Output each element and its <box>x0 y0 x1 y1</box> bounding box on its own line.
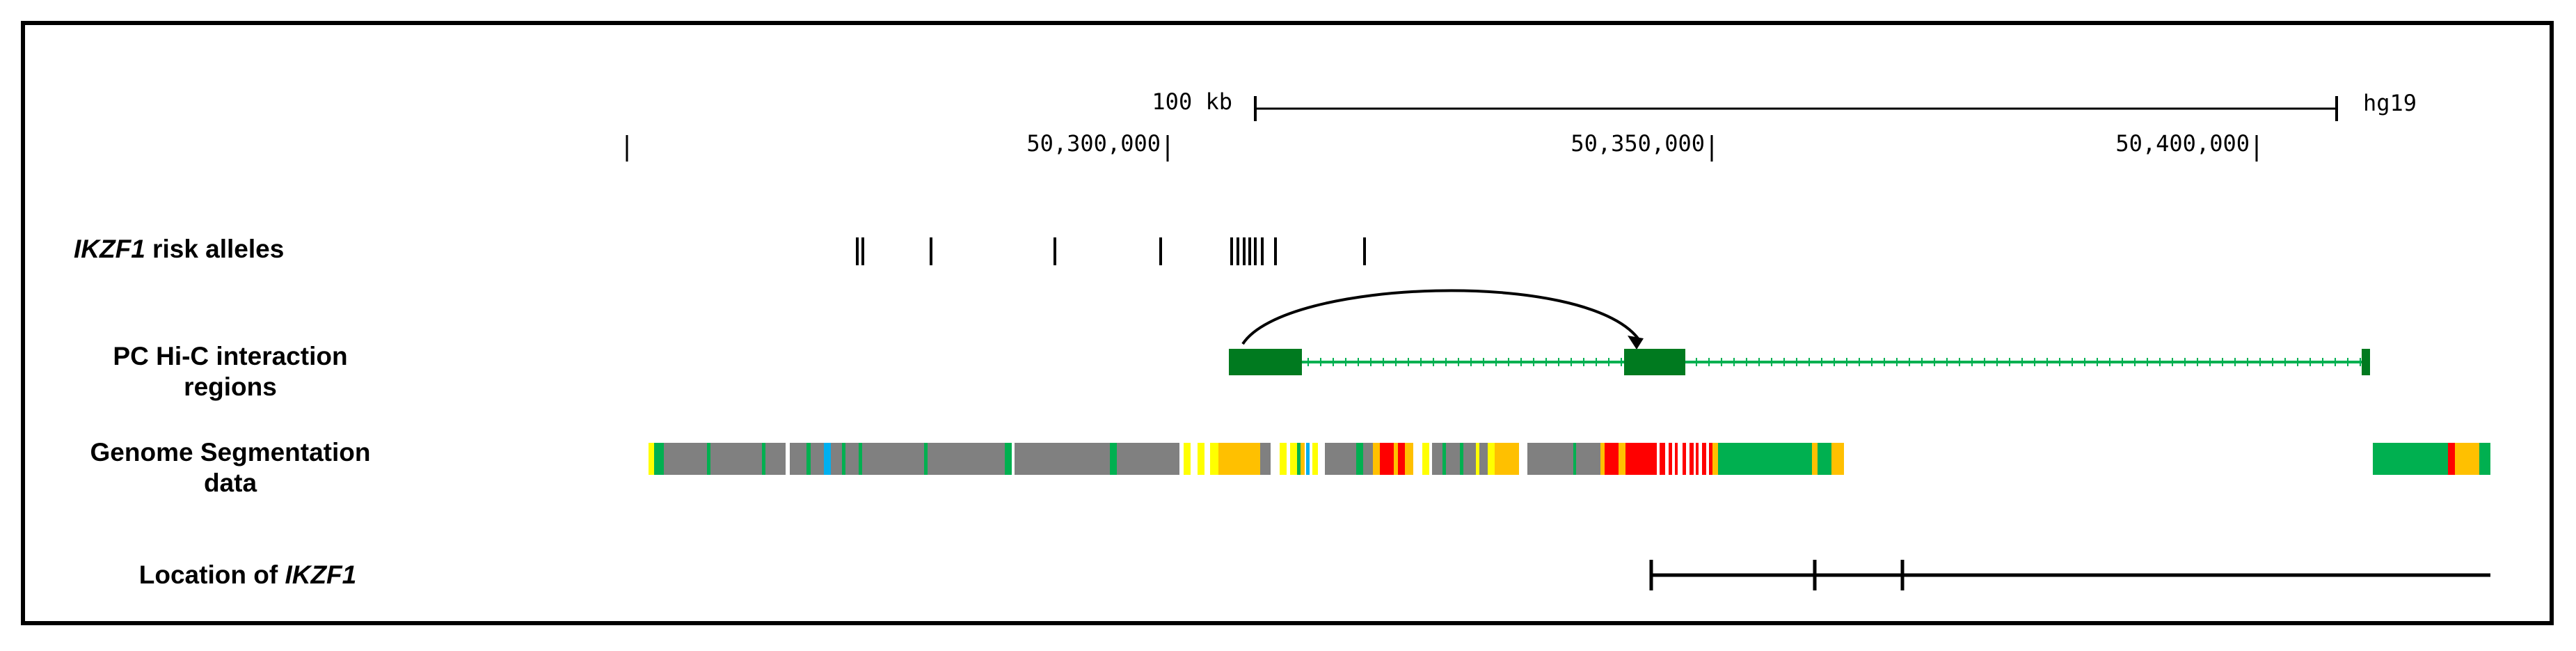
segment <box>1600 443 1605 475</box>
hic-region-2 <box>1624 349 1685 375</box>
segmentation-label-line1: Genome Segmentation <box>90 438 371 466</box>
segment <box>1405 443 1413 475</box>
gene-location-label: Location of IKZF1 <box>53 560 443 590</box>
segment <box>1818 443 1831 475</box>
segment <box>664 443 786 475</box>
segment <box>1198 443 1204 475</box>
gene-location-label-gene: IKZF1 <box>285 560 357 589</box>
segment <box>1356 443 1363 475</box>
segment <box>1605 443 1619 475</box>
segment <box>654 443 664 475</box>
segment <box>1812 443 1818 475</box>
hic-label-line1: PC Hi-C interaction <box>113 342 348 370</box>
segment <box>1718 443 1812 475</box>
segment <box>1312 443 1318 475</box>
segment <box>1373 443 1380 475</box>
segment <box>806 443 811 475</box>
segment <box>1479 443 1488 475</box>
segment <box>1306 443 1310 475</box>
segment <box>1210 443 1218 475</box>
segment <box>859 443 862 475</box>
segment <box>1422 443 1429 475</box>
segment <box>924 443 928 475</box>
segment <box>1432 443 1442 475</box>
hic-label: PC Hi-C interaction regions <box>53 341 408 402</box>
figure-frame: 100 kb hg19 50,300,000 50,350,000 50,400… <box>21 21 2554 625</box>
segment <box>1290 443 1297 475</box>
assembly-label: hg19 <box>2363 90 2417 116</box>
position-label-1: 50,300,000 <box>1026 130 1161 157</box>
segment <box>649 443 654 475</box>
segment <box>1709 443 1712 475</box>
risk-alleles-label-text: risk alleles <box>145 235 285 263</box>
segment <box>1363 443 1373 475</box>
risk-alleles-label-gene: IKZF1 <box>74 235 145 263</box>
segment <box>1527 443 1600 475</box>
segment <box>1179 443 1184 475</box>
segmentation-label: Genome Segmentation data <box>53 437 408 499</box>
hic-interaction-track <box>1229 289 2370 375</box>
segment <box>2448 443 2455 475</box>
segment <box>1669 443 1672 475</box>
segment <box>1519 443 1527 475</box>
segment <box>1005 443 1012 475</box>
scale-label: 100 kb <box>1152 88 1232 115</box>
segment <box>1625 443 1657 475</box>
segment <box>1831 443 1844 475</box>
gene-location-label-text: Location of <box>138 560 285 589</box>
gene-location-track <box>1649 560 2490 590</box>
segment <box>1488 443 1495 475</box>
ruler: 100 kb hg19 50,300,000 50,350,000 50,400… <box>626 88 2417 162</box>
segment <box>1325 443 1356 475</box>
segment <box>1442 443 1446 475</box>
interaction-arrowhead <box>1628 336 1644 350</box>
segment <box>1110 443 1117 475</box>
segment <box>1012 443 1015 475</box>
segment <box>2479 443 2490 475</box>
segment <box>1446 443 1460 475</box>
segment <box>1204 443 1210 475</box>
segment <box>1675 443 1678 475</box>
genome-segmentation-track <box>649 443 2490 475</box>
segment <box>1689 443 1694 475</box>
position-label-2: 50,350,000 <box>1571 130 1705 157</box>
segment <box>1683 443 1686 475</box>
segment <box>1218 443 1260 475</box>
segment <box>1660 443 1665 475</box>
segment <box>1301 443 1305 475</box>
segment <box>1463 443 1476 475</box>
segment <box>1394 443 1398 475</box>
segment <box>1702 443 1706 475</box>
segment <box>1280 443 1287 475</box>
segment <box>1398 443 1405 475</box>
segment <box>707 443 710 475</box>
segment <box>1117 443 1124 475</box>
hic-region-3 <box>2362 349 2370 375</box>
segment <box>1297 443 1301 475</box>
genome-browser-tracks: 100 kb hg19 50,300,000 50,350,000 50,400… <box>626 88 2490 590</box>
interaction-arc <box>1241 289 1639 345</box>
position-label-3: 50,400,000 <box>2115 130 2250 157</box>
segment <box>1260 443 1271 475</box>
segment <box>1712 443 1718 475</box>
segment <box>824 443 831 475</box>
hic-region-1 <box>1229 349 1302 375</box>
segment <box>1460 443 1463 475</box>
segment <box>1380 443 1394 475</box>
segment <box>1476 443 1479 475</box>
segment <box>1495 443 1519 475</box>
segment <box>842 443 845 475</box>
hic-label-line2: regions <box>184 372 277 401</box>
segment <box>1619 443 1625 475</box>
segment <box>1184 443 1191 475</box>
segmentation-label-line2: data <box>203 469 257 497</box>
segment <box>2373 443 2448 475</box>
segment <box>762 443 765 475</box>
segment <box>1573 443 1576 475</box>
risk-alleles-label: IKZF1 risk alleles <box>74 234 408 265</box>
segment <box>1696 443 1699 475</box>
risk-alleles-track <box>856 237 1366 265</box>
segment <box>2455 443 2479 475</box>
segment <box>786 443 790 475</box>
